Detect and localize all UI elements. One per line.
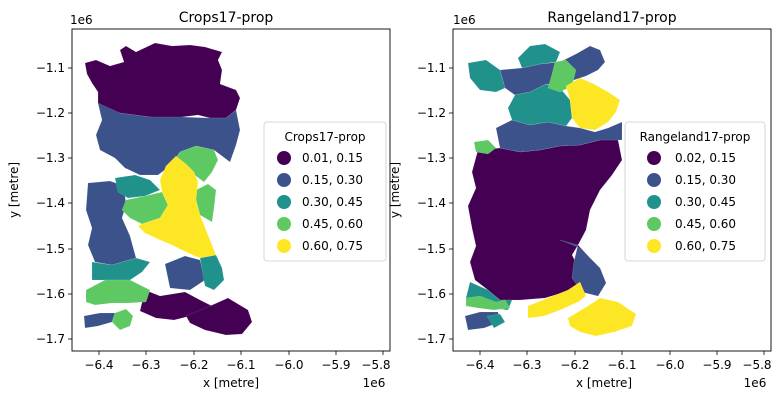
y-axis-label: y [metre] xyxy=(7,162,21,218)
legend: Rangeland17-prop 0.02, 0.15 0.15, 0.30 0… xyxy=(624,121,766,262)
region-class-5 xyxy=(137,155,217,259)
legend-swatch xyxy=(647,173,661,187)
y-offset-label: 1e6 xyxy=(453,13,476,27)
region-class-4 xyxy=(465,295,511,311)
y-tick-label: −1.1 xyxy=(36,61,65,75)
legend-swatch xyxy=(277,173,291,187)
region-class-4 xyxy=(111,308,134,331)
y-tick-label: −1.6 xyxy=(417,287,446,301)
x-offset-label: 1e6 xyxy=(363,376,386,390)
legend-swatch xyxy=(277,151,291,165)
legend-title: Rangeland17-prop xyxy=(640,130,751,144)
x-tick-label: −6.4 xyxy=(465,358,494,372)
map-regions xyxy=(83,42,253,336)
x-axis: −6.4 −6.3 −6.2 −6.1 −6.0 −5.9 −5.8 x [me… xyxy=(84,351,391,390)
x-tick-label: −6.1 xyxy=(607,358,636,372)
y-axis-label: y [metre] xyxy=(388,162,402,218)
x-axis: −6.4 −6.3 −6.2 −6.1 −6.0 −5.9 −5.8 x [me… xyxy=(465,351,772,390)
x-tick-label: −5.8 xyxy=(361,358,390,372)
y-tick-label: −1.5 xyxy=(417,242,446,256)
map-regions xyxy=(464,43,637,337)
y-axis: −1.1 −1.2 −1.3 −1.4 −1.5 −1.6 −1.7 y [me… xyxy=(388,13,476,346)
y-tick-label: −1.1 xyxy=(417,61,446,75)
x-tick-label: −6.1 xyxy=(226,358,255,372)
legend-swatch xyxy=(277,239,291,253)
region-class-3 xyxy=(199,254,225,291)
region-class-2 xyxy=(83,312,116,329)
x-axis-label: x [metre] xyxy=(203,376,259,390)
y-tick-label: −1.3 xyxy=(417,151,446,165)
x-tick-label: −6.0 xyxy=(274,358,303,372)
region-class-4 xyxy=(85,279,151,306)
region-class-3 xyxy=(114,174,161,199)
x-axis-label: x [metre] xyxy=(576,376,632,390)
region-class-3 xyxy=(91,257,151,281)
legend-entry: 0.30, 0.45 xyxy=(675,195,736,209)
legend-swatch xyxy=(647,239,661,253)
region-class-2 xyxy=(164,255,206,291)
legend-swatch xyxy=(647,151,661,165)
region-class-3 xyxy=(486,313,506,329)
region-class-3 xyxy=(507,83,573,127)
axes-frame xyxy=(71,28,391,352)
map-panel-rangeland: Rangeland17-prop xyxy=(388,10,772,390)
map-panel-crops: Crops17-prop xyxy=(7,10,391,390)
y-tick-label: −1.7 xyxy=(417,332,446,346)
legend-box xyxy=(263,121,387,262)
y-tick-label: −1.2 xyxy=(417,106,446,120)
y-tick-label: −1.7 xyxy=(36,332,65,346)
x-tick-label: −6.2 xyxy=(179,358,208,372)
x-tick-label: −5.9 xyxy=(702,358,731,372)
region-class-4 xyxy=(473,139,497,155)
legend-swatch xyxy=(647,217,661,231)
x-tick-label: −6.2 xyxy=(560,358,589,372)
x-offset-label: 1e6 xyxy=(744,376,767,390)
legend-swatch xyxy=(647,195,661,209)
y-tick-label: −1.3 xyxy=(36,151,65,165)
legend-swatch xyxy=(277,195,291,209)
y-tick-label: −1.4 xyxy=(36,196,65,210)
legend-entry: 0.15, 0.30 xyxy=(675,173,736,187)
y-axis: −1.1 −1.2 −1.3 −1.4 −1.5 −1.6 −1.7 y [me… xyxy=(7,13,93,346)
y-tick-label: −1.2 xyxy=(36,106,65,120)
region-class-1 xyxy=(185,297,253,336)
legend-entry: 0.30, 0.45 xyxy=(302,195,363,209)
legend-swatch xyxy=(277,217,291,231)
region-class-4 xyxy=(195,183,217,223)
region-class-3 xyxy=(517,43,561,69)
x-tick-label: −5.9 xyxy=(321,358,350,372)
panel-title: Crops17-prop xyxy=(179,10,274,26)
x-tick-label: −6.3 xyxy=(131,358,160,372)
region-class-4 xyxy=(547,59,577,93)
legend-entry: 0.60, 0.75 xyxy=(675,239,736,253)
region-class-2 xyxy=(559,239,607,297)
x-tick-label: −5.8 xyxy=(742,358,771,372)
y-tick-label: −1.4 xyxy=(417,196,446,210)
region-class-3 xyxy=(467,59,506,93)
legend-entry: 0.01, 0.15 xyxy=(302,151,363,165)
y-tick-label: −1.5 xyxy=(36,242,65,256)
x-tick-label: −6.0 xyxy=(655,358,684,372)
axes-frame xyxy=(452,28,772,352)
legend-entry: 0.15, 0.30 xyxy=(302,173,363,187)
panel-title: Rangeland17-prop xyxy=(547,10,676,26)
legend-entry: 0.02, 0.15 xyxy=(675,151,736,165)
x-tick-label: −6.3 xyxy=(512,358,541,372)
region-class-5 xyxy=(565,77,621,131)
legend-entry: 0.45, 0.60 xyxy=(675,217,736,231)
legend-title: Crops17-prop xyxy=(284,130,365,144)
y-offset-label: 1e6 xyxy=(70,13,93,27)
x-tick-label: −6.4 xyxy=(84,358,113,372)
legend: Crops17-prop 0.01, 0.15 0.15, 0.30 0.30,… xyxy=(263,121,387,262)
region-class-5 xyxy=(567,297,637,337)
region-class-1 xyxy=(84,42,241,119)
y-tick-label: −1.6 xyxy=(36,287,65,301)
region-class-5 xyxy=(527,281,587,319)
legend-entry: 0.60, 0.75 xyxy=(302,239,363,253)
legend-entry: 0.45, 0.60 xyxy=(302,217,363,231)
